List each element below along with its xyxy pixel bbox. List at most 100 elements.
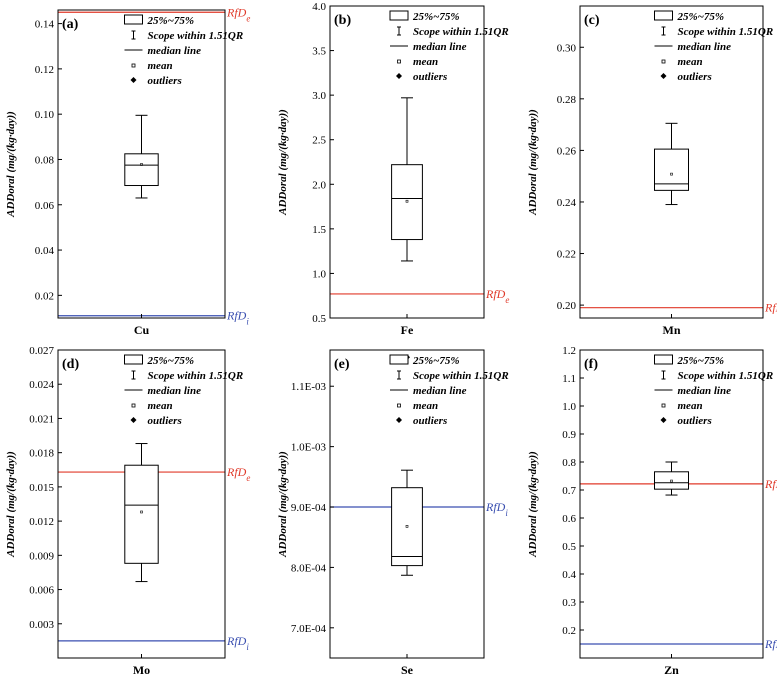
y-tick-label: 0.018 [29,448,54,460]
panel-label: (e) [334,357,350,372]
reference-label-rfd-e: RfDe [764,301,777,319]
y-axis-label: ADDoral (mg/(kg·day)) [527,451,539,558]
panel-label: (b) [334,13,351,28]
panel-mn: RfDe 0.20 0.22 0.24 0.26 0.28 0.30 ADDoral (mg/… [527,5,777,337]
legend-box-label: 25%~75% [412,355,460,367]
y-tick-label: 2.0 [312,179,326,191]
panel-se: RfDi 7.0E-04 8.0E-04 9.0E-04 1.0E-03 1.1E-03 A… [277,349,509,677]
y-axis-label: ADDoral (mg/(kg·day)) [277,451,289,558]
y-tick-label: 0.20 [557,300,577,312]
y-tick-label: 0.14 [35,19,55,31]
legend-median-label: median line [678,41,732,53]
legend-outliers-label: outliers [413,71,447,83]
legend-outlier-icon [130,77,137,83]
y-tick-label: 0.027 [29,345,54,357]
y-tick-label: 0.8 [562,457,576,469]
mean-marker [405,199,409,203]
y-axis-label: ADDoral (mg/(kg·day)) [5,111,17,218]
legend-box-icon [124,354,143,365]
panel-label: (c) [584,13,600,28]
y-tick-label: 3.5 [312,46,326,58]
mean-marker [140,163,143,166]
legend-mean-icon [397,403,401,408]
legend-median-label: median line [148,45,202,57]
y-tick-label: 1.1 [562,373,576,385]
y-tick-label: 0.06 [35,200,55,212]
legend-mean-label: mean [413,56,438,68]
y-tick-label: 9.0E-04 [291,502,327,514]
legend-box-label: 25%~75% [147,15,195,27]
iqr-box [654,471,689,490]
y-tick-label: 0.024 [29,379,54,391]
legend-mean-label: mean [678,56,703,68]
y-tick-label: 0.3 [562,597,576,609]
legend-box-label: 25%~75% [147,355,195,367]
legend-box-icon [654,10,673,21]
legend-mean-icon [661,403,666,408]
y-tick-label: 3.0 [312,90,326,102]
y-axis-label: ADDoral (mg/(kg·day)) [527,109,539,216]
legend-median-label: median line [413,385,467,397]
y-tick-label: 0.4 [562,569,576,581]
legend-mean-label: mean [413,400,438,412]
y-tick-label: 1.0 [562,401,576,413]
panel-mo: RfDe RfDi 0.003 0.006 0.009 0.012 0.015 0.018 0.… [5,345,250,677]
legend: 25%~75% Scope within 1.51QR median line mea… [389,354,509,427]
panel-label: (d) [62,357,79,372]
y-axis-label: ADDoral (mg/(kg·day)) [277,109,289,216]
legend-box-label: 25%~75% [412,11,460,23]
mean-marker [670,172,673,176]
legend: 25%~75% Scope within 1.51QR median line mea… [124,14,243,87]
legend-median-label: median line [413,41,467,53]
legend-mean-icon [397,59,401,64]
y-tick-label: 0.10 [35,109,55,121]
y-axis-label: ADDoral (mg/(kg·day)) [5,451,17,558]
mean-marker [405,525,409,528]
legend-median-label: median line [148,385,202,397]
y-tick-label: 0.2 [562,625,576,637]
legend-box-icon [389,354,409,365]
y-tick-label: 0.9 [562,429,576,441]
legend-whisker-label: Scope within 1.51QR [413,370,509,382]
panel-label: (f) [584,357,598,372]
y-tick-label: 4.0 [312,1,326,13]
x-category-label: Cu [134,323,150,337]
legend-box-label: 25%~75% [677,355,725,367]
y-tick-label: 0.24 [557,197,577,209]
y-tick-label: 0.28 [557,94,577,106]
reference-label-rfd-i: RfDi [226,634,249,652]
y-tick-label: 0.5 [312,313,326,325]
legend-median-label: median line [678,385,732,397]
y-tick-label: 1.0 [312,268,326,280]
legend-mean-label: mean [148,400,173,412]
y-tick-label: 0.009 [29,550,54,562]
legend-outliers-label: outliers [678,415,712,427]
legend-outlier-icon [396,73,402,79]
reference-label-rfd-e: RfDe [485,287,509,305]
legend-whisker-label: Scope within 1.51QR [148,370,244,382]
y-tick-label: 0.5 [562,541,576,553]
reference-label-rfd-i: RfDi [764,637,777,655]
legend-mean-label: mean [148,60,173,72]
mean-marker [140,510,143,514]
legend: 25%~75% Scope within 1.51QR median line mea… [389,10,509,83]
y-tick-label: 0.08 [35,154,55,166]
x-category-label: Se [401,663,414,677]
iqr-box [124,464,159,564]
legend-mean-icon [131,403,136,408]
legend-mean-label: mean [678,400,703,412]
x-category-label: Fe [401,323,414,337]
reference-label-rfd-i: RfDi [485,500,508,518]
legend-outlier-icon [660,417,667,423]
legend-box-icon [389,10,409,21]
legend: 25%~75% Scope within 1.51QR median line mea… [654,354,774,427]
y-tick-label: 0.12 [35,64,54,76]
reference-label-rfd-e: RfDe [226,5,250,23]
y-tick-label: 1.5 [312,224,326,236]
legend-whisker-label: Scope within 1.51QR [678,370,774,382]
iqr-box [124,153,159,187]
y-tick-label: 2.5 [312,135,326,147]
y-tick-label: 1.2 [562,345,576,357]
plot-frame [579,349,764,659]
y-tick-label: 0.6 [562,513,576,525]
